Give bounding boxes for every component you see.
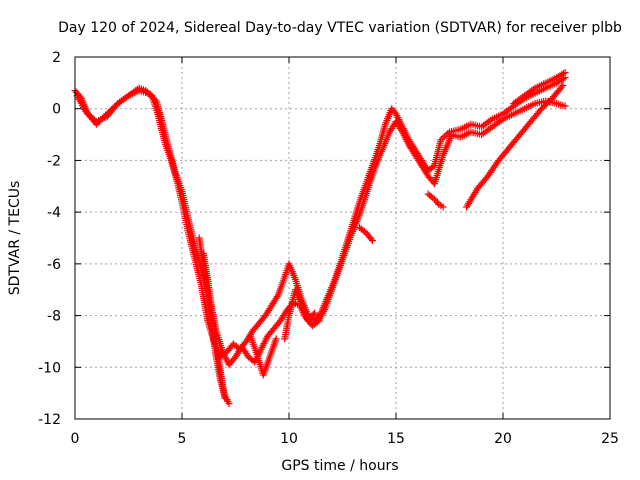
data-point-track-7: [368, 237, 376, 245]
data-point-track-2: [397, 126, 405, 134]
data-point-track-2: [145, 91, 153, 99]
tick-layer: 0 5 10 15 20 25 -12 -10 -8 -6 -4 -2 0 2: [38, 50, 619, 447]
y-axis-label: SDTVAR / TECUs: [7, 181, 23, 296]
data-point-track-6: [309, 311, 317, 319]
data-point-track-9: [545, 97, 553, 105]
data-point-track-3: [225, 399, 233, 407]
y-tick-label: -8: [47, 309, 61, 325]
data-point-track-2: [102, 111, 110, 119]
data-point-track-2: [561, 102, 569, 110]
data-point-track-9: [539, 103, 547, 111]
data-point-track-2: [95, 117, 103, 125]
data-point-track-9: [541, 102, 549, 110]
data-point-track-7: [367, 235, 375, 243]
y-tick-label: -6: [47, 257, 61, 273]
data-point-track-8: [439, 203, 447, 211]
data-point-track-1: [273, 293, 281, 301]
data-point-track-9: [542, 100, 550, 108]
data-point-track-9: [544, 99, 552, 107]
x-tick-label: 10: [280, 431, 298, 447]
x-axis-label: GPS time / hours: [281, 458, 398, 474]
x-tick-label: 0: [71, 431, 80, 447]
data-point-track-6: [311, 309, 319, 317]
y-tick-label: -10: [38, 360, 61, 376]
chart-title: Day 120 of 2024, Sidereal Day-to-day VTE…: [58, 20, 622, 36]
data-point-track-1: [391, 108, 399, 116]
data-point-track-8: [429, 194, 437, 202]
y-tick-label: -12: [38, 412, 61, 428]
plot-frame: [74, 56, 611, 420]
data-point-track-2: [100, 113, 108, 121]
data-point-track-9: [559, 81, 567, 89]
x-tick-label: 25: [601, 431, 619, 447]
data-point-track-1: [440, 133, 448, 141]
data-point-track-2: [92, 120, 100, 128]
data-points-layer: [71, 69, 569, 407]
data-point-track-2: [144, 89, 152, 97]
data-point-track-2: [108, 105, 116, 113]
data-point-track-2: [149, 94, 157, 102]
x-tick-label: 5: [178, 431, 187, 447]
x-tick-label: 20: [494, 431, 512, 447]
data-point-track-9: [558, 83, 566, 91]
data-point-track-8: [433, 199, 441, 207]
data-point-track-2: [94, 119, 102, 127]
data-point-track-2: [103, 110, 111, 118]
y-tick-label: 0: [52, 102, 61, 118]
data-point-track-10: [561, 69, 569, 77]
data-point-track-2: [106, 107, 114, 115]
y-tick-label: -4: [47, 205, 61, 221]
data-point-track-2: [111, 102, 119, 110]
data-point-track-4: [221, 394, 229, 402]
data-point-track-1: [439, 134, 447, 142]
y-tick-label: 2: [52, 50, 61, 66]
x-tick-label: 15: [387, 431, 405, 447]
data-point-track-1: [437, 136, 445, 144]
data-point-track-2: [147, 92, 155, 100]
data-point-track-2: [99, 114, 107, 122]
data-point-track-5: [272, 335, 280, 343]
data-point-track-2: [109, 104, 117, 112]
grid-layer: [75, 57, 610, 419]
y-tick-label: -2: [47, 153, 61, 169]
data-point-track-2: [105, 108, 113, 116]
data-point-track-2: [97, 116, 105, 124]
data-point-track-9: [538, 105, 546, 113]
data-point-track-10: [559, 70, 567, 78]
